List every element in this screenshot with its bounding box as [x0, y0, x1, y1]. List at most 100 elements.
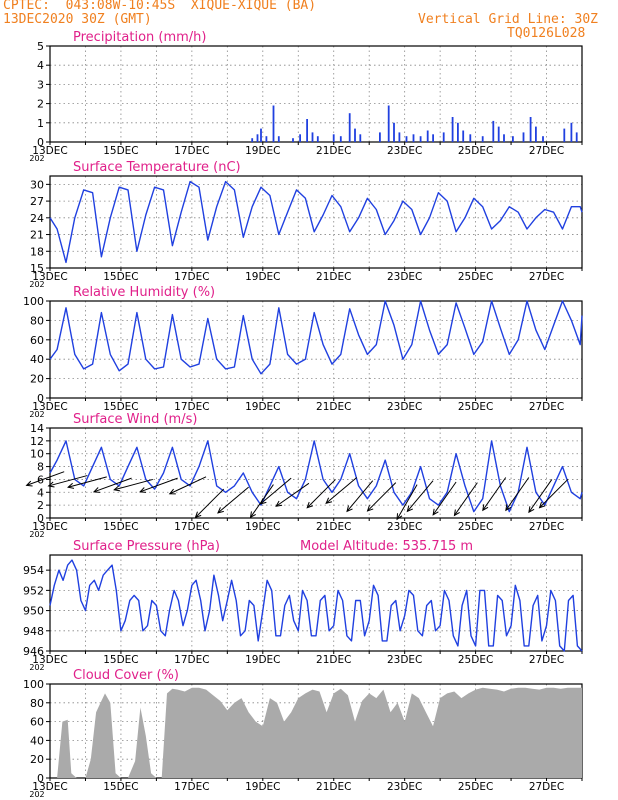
chart-title-precip: Precipitation (mm/h): [73, 30, 206, 45]
x-tick-label-rh: 23DEC: [387, 401, 422, 413]
precip-bar: [512, 136, 514, 142]
x-tick-label-pres: 17DEC: [174, 654, 209, 666]
chart-title-wind: Surface Wind (m/s): [73, 412, 197, 427]
wind-vector-shaft: [346, 480, 374, 512]
x-tick-label-rh: 15DEC: [103, 401, 138, 413]
y-tick-label-temp: 15: [30, 262, 44, 275]
x-tick-label-temp: 25DEC: [458, 271, 493, 283]
x-tick-label-cloud: 25DEC: [458, 781, 493, 793]
x-tick-label-wind: 19DEC: [245, 521, 280, 533]
precip-bar: [497, 126, 500, 142]
series-line-rh: [49, 300, 583, 375]
wind-vector: [259, 477, 292, 505]
y-tick-label-wind: 2: [37, 499, 44, 512]
wind-vector-shaft: [396, 484, 418, 520]
precip-bar: [529, 117, 532, 142]
wind-vector-head: [406, 505, 414, 513]
precip-bar: [379, 132, 381, 142]
y-tick-label-wind: 10: [30, 448, 44, 461]
x-tick-label-cloud: 23DEC: [387, 781, 422, 793]
precip-bar: [575, 132, 578, 142]
wind-vector-shaft: [406, 480, 434, 512]
x-tick-label-cloud: 19DEC: [245, 781, 280, 793]
wind-vector-shaft: [169, 476, 207, 495]
area-cloud: [50, 687, 582, 778]
wind-vector: [346, 480, 374, 513]
wind-vector: [168, 476, 207, 495]
y-tick-label-pres: 948: [23, 625, 44, 638]
x-tick-label-pres: 23DEC: [387, 654, 422, 666]
x-tick-label-pres: 13DEC: [32, 654, 67, 666]
precip-bar: [311, 132, 314, 142]
x-tick-label-rh: 25DEC: [458, 401, 493, 413]
header-grid-note: Vertical Grid Line: 30Z: [418, 12, 599, 27]
precip-bar: [332, 134, 335, 142]
y-tick-label-wind: 0: [37, 512, 44, 525]
plot-frame-wind: [49, 427, 583, 519]
y-tick-label-wind: 8: [37, 461, 44, 474]
precip-bar: [398, 132, 401, 142]
wind-vector: [47, 475, 88, 488]
y-tick-label-rh: 20: [30, 373, 44, 386]
precip-bar: [405, 136, 408, 142]
plot-frame-temp: [49, 175, 583, 269]
x-tick-label-precip: 21DEC: [316, 145, 351, 157]
x-tick-label-temp: 19DEC: [245, 271, 280, 283]
wind-vector-shaft: [454, 482, 478, 516]
wind-vector-shaft: [367, 482, 397, 512]
x-tick-label-wind: 15DEC: [103, 521, 138, 533]
y-tick-label-temp: 18: [30, 245, 44, 258]
precip-bar: [339, 136, 342, 142]
y-tick-label-pres: 952: [23, 584, 44, 597]
wind-vector: [306, 479, 336, 509]
x-tick-label-cloud: 17DEC: [174, 781, 209, 793]
y-tick-label-rh: 100: [23, 295, 44, 308]
wind-vector-shaft: [325, 477, 358, 504]
precip-bar: [570, 122, 573, 142]
wind-vector: [505, 477, 530, 512]
wind-vector: [453, 482, 478, 517]
wind-vector-head: [396, 513, 403, 521]
wind-vector-head: [259, 498, 267, 505]
x-tick-label-wind: 23DEC: [387, 521, 422, 533]
wind-vector-shaft: [482, 477, 507, 511]
wind-vector-shaft: [539, 479, 569, 509]
y-tick-label-cloud: 80: [30, 697, 44, 710]
x-year-label-wind: 202: [29, 530, 44, 539]
precip-bar: [522, 132, 525, 142]
wind-vector-head: [482, 504, 489, 512]
panel-pres: 946 948 950 952 954 13DEC 15DEC 17DEC 19DEC 21DEC…: [23, 539, 583, 672]
precip-bar: [354, 128, 356, 142]
wind-vector-shaft: [306, 479, 336, 509]
series-line-temp: [49, 180, 583, 264]
wind-vector-shaft: [67, 476, 107, 488]
x-tick-label-wind: 21DEC: [316, 521, 351, 533]
y-tick-label-cloud: 20: [30, 753, 44, 766]
wind-vector: [396, 484, 418, 521]
y-tick-label-precip: 3: [37, 78, 44, 91]
wind-vector-shaft: [505, 477, 530, 511]
x-tick-label-cloud: 27DEC: [529, 781, 564, 793]
wind-vector-head: [528, 506, 535, 514]
x-tick-label-pres: 27DEC: [529, 654, 564, 666]
x-tick-label-cloud: 13DEC: [32, 781, 67, 793]
x-tick-label-precip: 13DEC: [32, 145, 67, 157]
wind-vector: [325, 477, 358, 504]
precip-bar: [563, 128, 566, 142]
x-tick-label-pres: 25DEC: [458, 654, 493, 666]
x-tick-label-wind: 25DEC: [458, 521, 493, 533]
panel-precip: 0 1 2 3 4 5 13DEC 15DEC 17DEC 19DEC 21DEC 23DEC 25DE…: [29, 30, 583, 163]
wind-vector-head: [306, 501, 314, 509]
x-tick-label-pres: 15DEC: [103, 654, 138, 666]
precip-bar: [419, 136, 422, 142]
x-tick-label-cloud: 21DEC: [316, 781, 351, 793]
wind-vector: [528, 479, 553, 514]
header-date: 13DEC2020 30Z (GMT): [3, 12, 152, 27]
x-tick-label-wind: 13DEC: [32, 521, 67, 533]
wind-vector-head: [505, 504, 512, 512]
wind-vector-shaft: [260, 477, 292, 505]
x-year-label-pres: 202: [29, 663, 44, 672]
x-tick-label-temp: 21DEC: [316, 271, 351, 283]
precip-bar: [299, 134, 301, 142]
wind-vector-head: [194, 511, 202, 519]
